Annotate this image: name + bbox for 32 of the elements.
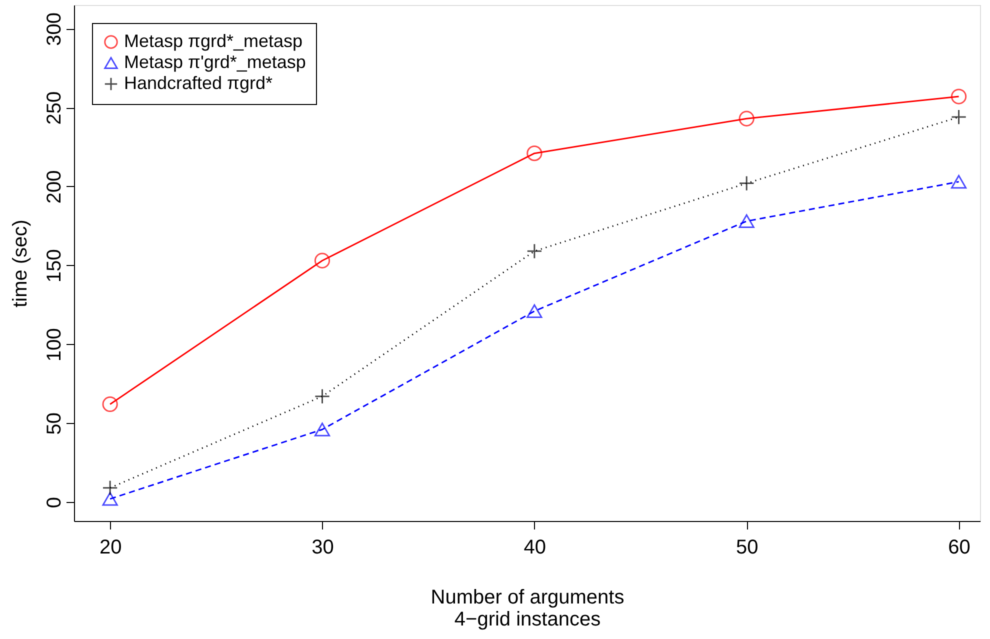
point <box>314 422 330 436</box>
point <box>950 88 967 104</box>
x-tick-label: 50 <box>736 536 758 558</box>
y-tick-label: 50 <box>44 412 66 435</box>
point <box>102 480 118 496</box>
x-axis-title: Number of arguments 4−grid instances <box>430 586 624 630</box>
legend-label: Metasp πgrd*_metasp <box>124 31 303 51</box>
x-tick-label: 60 <box>948 536 970 558</box>
point <box>102 396 118 412</box>
point <box>102 492 118 506</box>
point <box>738 175 754 192</box>
point <box>314 252 330 268</box>
legend-label: Handcrafted πgrd* <box>124 73 272 93</box>
x-tick-label: 40 <box>524 536 546 558</box>
point <box>950 174 967 189</box>
point <box>526 146 542 162</box>
y-tick-label: 150 <box>44 249 66 283</box>
legend-label: Metasp π'grd*_metasp <box>124 52 306 72</box>
point <box>314 388 330 404</box>
point <box>526 304 542 318</box>
x-tick-label: 30 <box>312 536 334 558</box>
y-axis-title: time (sec) <box>10 220 32 308</box>
x-tick-label: 20 <box>99 536 122 558</box>
y-tick-label: 300 <box>44 12 66 46</box>
point <box>526 243 542 259</box>
y-tick-label: 100 <box>44 328 66 362</box>
point <box>738 110 754 126</box>
y-tick-label: 0 <box>44 497 66 508</box>
point <box>738 214 754 228</box>
y-tick-label: 250 <box>44 91 66 125</box>
point <box>950 109 967 125</box>
y-tick-label: 200 <box>44 170 66 204</box>
